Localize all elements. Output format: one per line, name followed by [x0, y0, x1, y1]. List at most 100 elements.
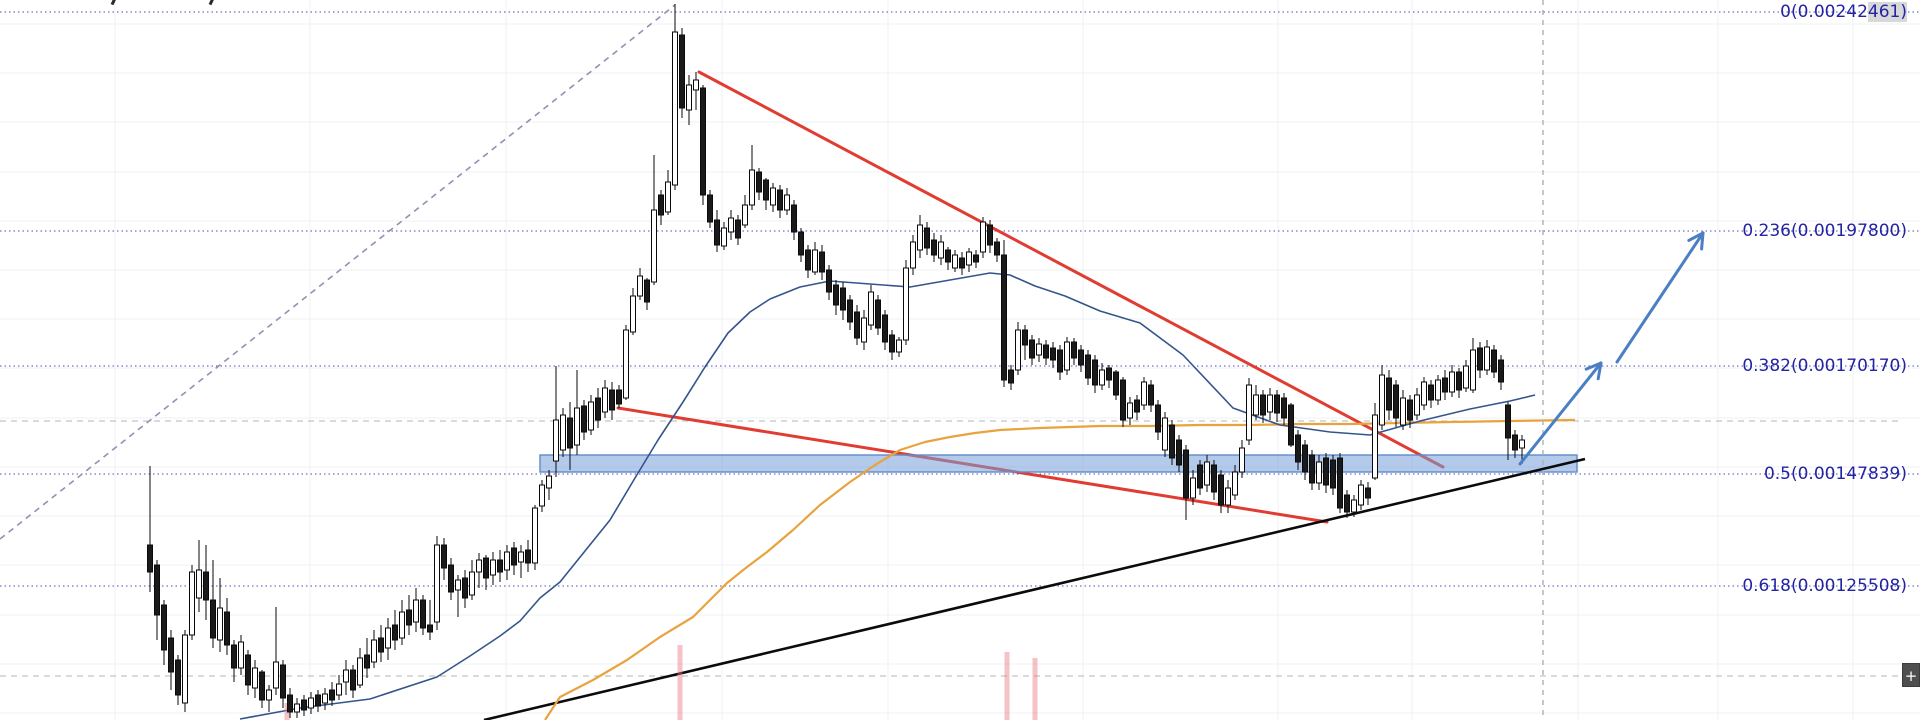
candle-body — [1029, 339, 1035, 359]
upper-red-trendline[interactable] — [697, 70, 1445, 469]
candle-body — [504, 551, 510, 571]
fib-label-0618[interactable]: 0.618(0.00125508) — [1742, 576, 1907, 596]
candle-body — [567, 417, 573, 449]
candle-body — [280, 664, 286, 699]
candle-body — [1274, 394, 1280, 414]
projection-arrow-shaft[interactable] — [1615, 231, 1705, 364]
candle-body — [1218, 474, 1224, 506]
candle-body — [1351, 499, 1357, 513]
fib-label-0382[interactable]: 0.382(0.00170170) — [1742, 356, 1907, 376]
candle-body — [1435, 379, 1441, 401]
candle-body — [910, 241, 916, 269]
candle-body — [448, 564, 454, 593]
candle-body — [1225, 487, 1231, 506]
candle-body — [1449, 371, 1455, 393]
candle-body — [1169, 424, 1175, 459]
candle-body — [1099, 369, 1105, 386]
dashed-rising-trendline[interactable] — [0, 4, 676, 540]
candle-body — [651, 209, 657, 283]
candle-body — [861, 317, 867, 343]
candle-body — [1253, 394, 1259, 416]
candle-body — [868, 291, 874, 326]
candle-body — [1428, 384, 1434, 401]
candle-body — [784, 194, 790, 211]
projection-arrow-head[interactable] — [1596, 361, 1603, 381]
candle-body — [791, 204, 797, 233]
candle-body — [1113, 371, 1119, 396]
candle-body — [406, 609, 412, 626]
projection-arrow-head[interactable] — [1584, 361, 1603, 371]
candle-body — [980, 221, 986, 253]
candle-body — [644, 279, 650, 303]
fib-label-0[interactable]: 0(0.00242461) — [1780, 2, 1907, 22]
candle-body — [1015, 329, 1021, 371]
candle-body — [434, 544, 440, 623]
candle-body — [511, 547, 517, 566]
candle-body — [1022, 329, 1028, 346]
candle-body — [1477, 347, 1483, 371]
fib-label-0236[interactable]: 0.236(0.00197800) — [1742, 221, 1907, 241]
candle-body — [763, 179, 769, 201]
candle-body — [1246, 384, 1252, 441]
candle-body — [357, 657, 363, 686]
candle-body — [882, 314, 888, 343]
candle-body — [1470, 349, 1476, 391]
candle-body — [1064, 341, 1070, 371]
candle-body — [343, 669, 349, 683]
candle-body — [749, 169, 755, 206]
projection-arrow-head[interactable] — [1700, 231, 1705, 251]
candle-body — [1085, 354, 1091, 379]
candle-body — [399, 611, 405, 639]
candle-body — [798, 231, 804, 256]
candle-body — [469, 571, 475, 596]
candle-body — [532, 507, 538, 564]
candle-body — [427, 624, 433, 633]
candle-body — [1260, 394, 1266, 416]
rising-black-trendline[interactable] — [483, 457, 1586, 720]
candle-body — [581, 405, 587, 433]
candle-body — [938, 241, 944, 259]
candle-body — [1204, 461, 1210, 486]
candle-body — [168, 637, 174, 673]
candle-body — [637, 275, 643, 297]
candle-body — [1302, 444, 1308, 473]
candle-body — [889, 334, 895, 353]
orange-ma — [544, 418, 1576, 720]
add-alert-plus-button[interactable]: + — [1902, 663, 1920, 687]
candle-body — [1372, 414, 1378, 479]
projection-arrow-shaft[interactable] — [1518, 361, 1603, 466]
candle-body — [931, 239, 937, 256]
candle-body — [1050, 347, 1056, 361]
support-zone-rect[interactable] — [539, 454, 1578, 473]
candle-body — [777, 189, 783, 211]
candle-body — [959, 257, 965, 269]
candle-body — [826, 269, 832, 293]
candle-body — [336, 683, 342, 696]
candle-body — [693, 79, 699, 91]
candle-body — [539, 484, 545, 507]
candle-body — [364, 654, 370, 669]
fib-label-05[interactable]: 0.5(0.00147839) — [1763, 464, 1907, 484]
candle-body — [847, 299, 853, 323]
candle-body — [574, 407, 580, 446]
candle-body — [924, 227, 930, 249]
candle-body — [1106, 367, 1112, 381]
candle-body — [1519, 439, 1525, 449]
candle-body — [1001, 254, 1007, 381]
candle-body — [483, 557, 489, 579]
candle-body — [1512, 434, 1518, 451]
candle-body — [630, 295, 636, 333]
candle-body — [1008, 369, 1014, 384]
candle-body — [1365, 487, 1371, 499]
candle-body — [266, 689, 272, 701]
candle-body — [147, 544, 153, 573]
candle-body — [1071, 341, 1077, 359]
candle-body — [1484, 346, 1490, 371]
candle-body — [238, 641, 244, 669]
projection-arrow-head[interactable] — [1687, 231, 1705, 242]
candle-body — [1505, 404, 1511, 439]
candle-body — [1330, 459, 1336, 489]
candle-body — [294, 703, 300, 713]
